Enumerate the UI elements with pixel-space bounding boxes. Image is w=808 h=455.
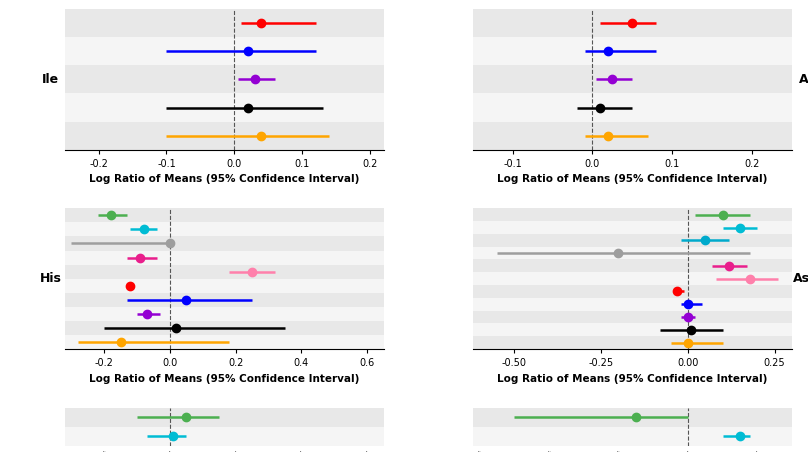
X-axis label: Log Ratio of Means (95% Confidence Interval): Log Ratio of Means (95% Confidence Inter… [497, 174, 768, 184]
Bar [65, 222, 384, 237]
Bar [65, 208, 384, 222]
Bar [65, 427, 384, 446]
Y-axis label: Asn: Asn [793, 272, 808, 285]
Bar [473, 336, 792, 349]
Bar [473, 221, 792, 234]
Bar [473, 37, 792, 66]
Bar [65, 37, 384, 66]
X-axis label: Log Ratio of Means (95% Confidence Interval): Log Ratio of Means (95% Confidence Inter… [89, 174, 360, 184]
Bar [473, 427, 792, 446]
Bar [473, 9, 792, 37]
Bar [473, 259, 792, 272]
Bar [473, 93, 792, 121]
Bar [65, 293, 384, 307]
Bar [473, 298, 792, 311]
Y-axis label: Ile: Ile [42, 73, 59, 86]
X-axis label: Log Ratio of Means (95% Confidence Interval): Log Ratio of Means (95% Confidence Inter… [89, 374, 360, 384]
Bar [65, 264, 384, 278]
Bar [473, 408, 792, 427]
Bar [473, 121, 792, 150]
Bar [65, 278, 384, 293]
Bar [473, 285, 792, 298]
Bar [473, 247, 792, 259]
Bar [65, 408, 384, 427]
Bar [65, 121, 384, 150]
Bar [65, 251, 384, 264]
Bar [65, 66, 384, 93]
Y-axis label: His: His [40, 272, 61, 285]
Bar [473, 66, 792, 93]
Bar [473, 208, 792, 221]
Bar [65, 9, 384, 37]
Bar [65, 237, 384, 251]
Bar [65, 93, 384, 121]
Bar [65, 307, 384, 321]
Bar [473, 324, 792, 336]
Bar [473, 234, 792, 247]
Y-axis label: Al: Al [799, 73, 808, 86]
Bar [65, 321, 384, 335]
Bar [65, 335, 384, 349]
Bar [473, 311, 792, 324]
X-axis label: Log Ratio of Means (95% Confidence Interval): Log Ratio of Means (95% Confidence Inter… [497, 374, 768, 384]
Bar [473, 272, 792, 285]
